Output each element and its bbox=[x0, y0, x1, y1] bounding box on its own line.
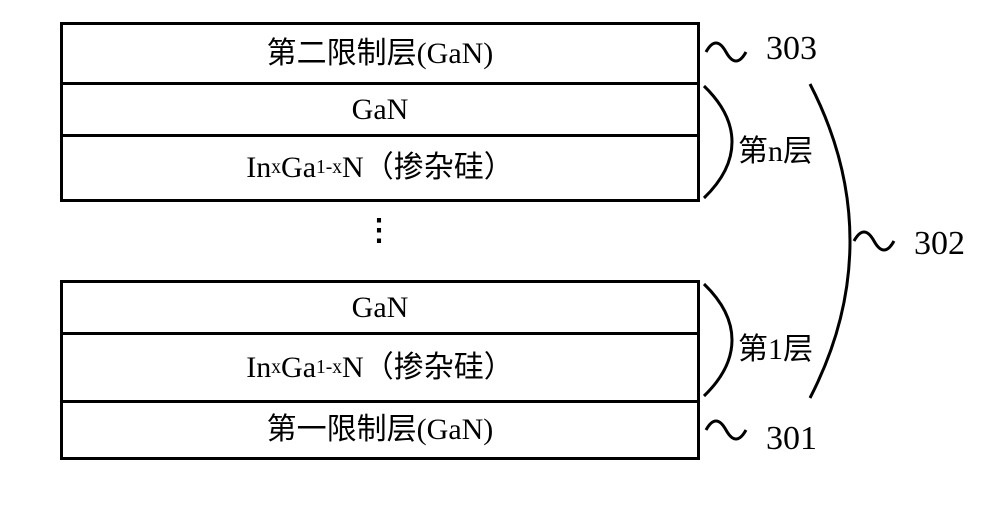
layer: GaN bbox=[60, 82, 700, 134]
layer: InxGa1-xN（掺杂硅） bbox=[60, 134, 700, 202]
ref-302: 302 bbox=[914, 225, 965, 263]
ref-301: 301 bbox=[766, 420, 817, 458]
connector-303 bbox=[704, 32, 760, 72]
layer: InxGa1-xN（掺杂硅） bbox=[60, 332, 700, 400]
layer: 第一限制层(GaN) bbox=[60, 400, 700, 460]
connector-301 bbox=[704, 410, 760, 450]
bracket-302 bbox=[808, 82, 854, 400]
ellipsis: ⋮ bbox=[60, 213, 700, 248]
ref-303: 303 bbox=[766, 30, 817, 68]
label-layer-1: 第1层 bbox=[738, 324, 813, 368]
layer: 第二限制层(GaN) bbox=[60, 22, 700, 82]
bracket-layer-n bbox=[702, 84, 736, 200]
bracket-layer-1 bbox=[702, 282, 736, 398]
label-layer-n: 第n层 bbox=[738, 126, 813, 170]
layer: GaN bbox=[60, 280, 700, 332]
connector-302 bbox=[852, 221, 908, 261]
